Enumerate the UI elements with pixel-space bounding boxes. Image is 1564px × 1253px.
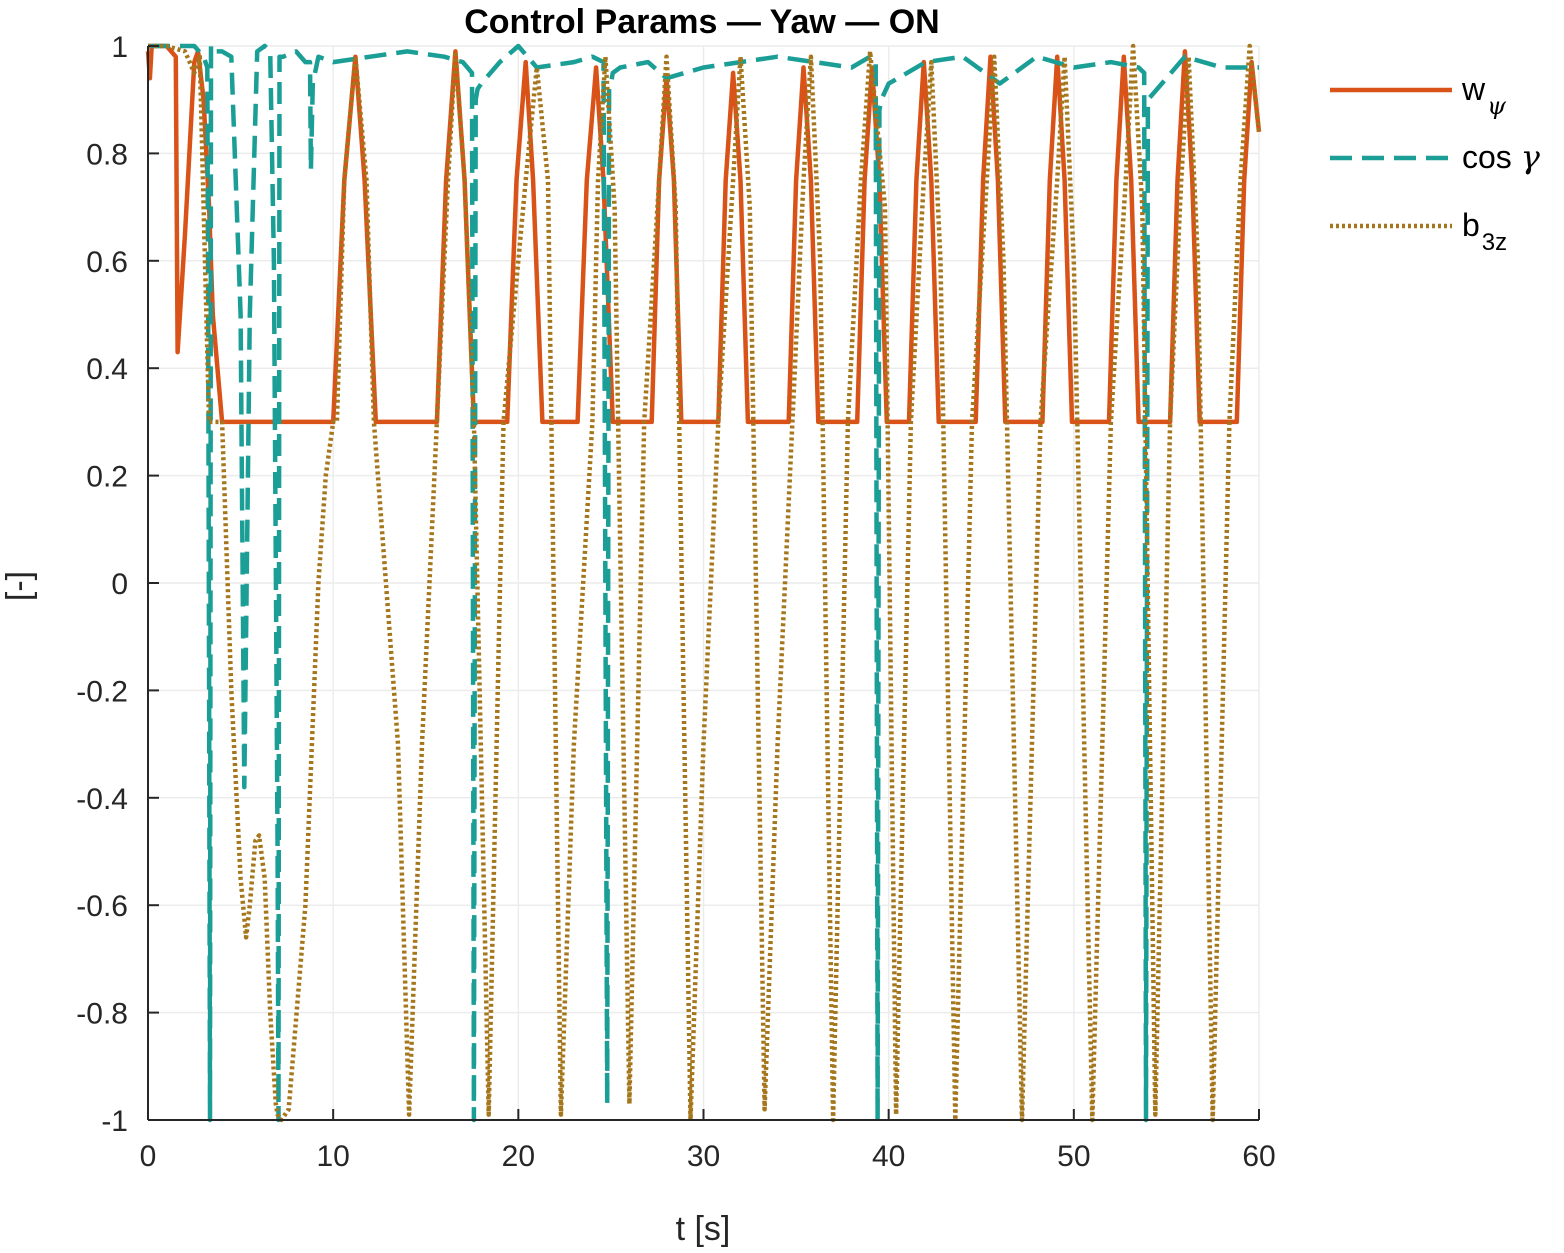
legend-label-0: wψ xyxy=(1461,71,1507,120)
x-tick-label-3: 30 xyxy=(687,1140,720,1173)
axes xyxy=(147,45,1260,1121)
y-tick-label-9: 0.8 xyxy=(86,138,128,171)
tick-labels: 0 10 20 30 40 50 60 -1 -0.8 -0.6 -0.4 -0.2 0 0.2 0.4 0.… xyxy=(76,31,1275,1173)
y-tick-label-3: -0.4 xyxy=(76,783,128,816)
series-line-1 xyxy=(148,43,1259,1123)
legend: wψ cos γ b3z xyxy=(1330,71,1541,256)
legend-label-2: b3z xyxy=(1462,207,1507,256)
x-axis-label: t [s] xyxy=(676,1210,731,1248)
y-tick-label-2: -0.6 xyxy=(76,890,128,923)
x-tick-label-2: 20 xyxy=(502,1140,535,1173)
y-axis-label: [-] xyxy=(0,571,38,601)
y-tick-label-5: 0 xyxy=(111,568,128,601)
y-tick-label-7: 0.4 xyxy=(86,353,128,386)
x-tick-label-4: 40 xyxy=(872,1140,905,1173)
y-tick-label-10: 1 xyxy=(111,31,128,64)
plot-area xyxy=(145,43,1262,1123)
chart-title: Control Params — Yaw — ON xyxy=(464,3,940,41)
x-tick-label-1: 10 xyxy=(316,1140,349,1173)
legend-label-1: cos γ xyxy=(1462,138,1541,176)
y-tick-label-0: -1 xyxy=(101,1105,128,1138)
y-tick-label-6: 0.2 xyxy=(86,461,128,494)
y-tick-label-4: -0.2 xyxy=(76,675,128,708)
y-tick-label-8: 0.6 xyxy=(86,246,128,279)
x-tick-label-5: 50 xyxy=(1057,1140,1090,1173)
x-tick-label-0: 0 xyxy=(140,1140,157,1173)
y-tick-label-1: -0.8 xyxy=(76,998,128,1031)
x-tick-label-6: 60 xyxy=(1242,1140,1275,1173)
series-line-2 xyxy=(148,43,1262,1123)
